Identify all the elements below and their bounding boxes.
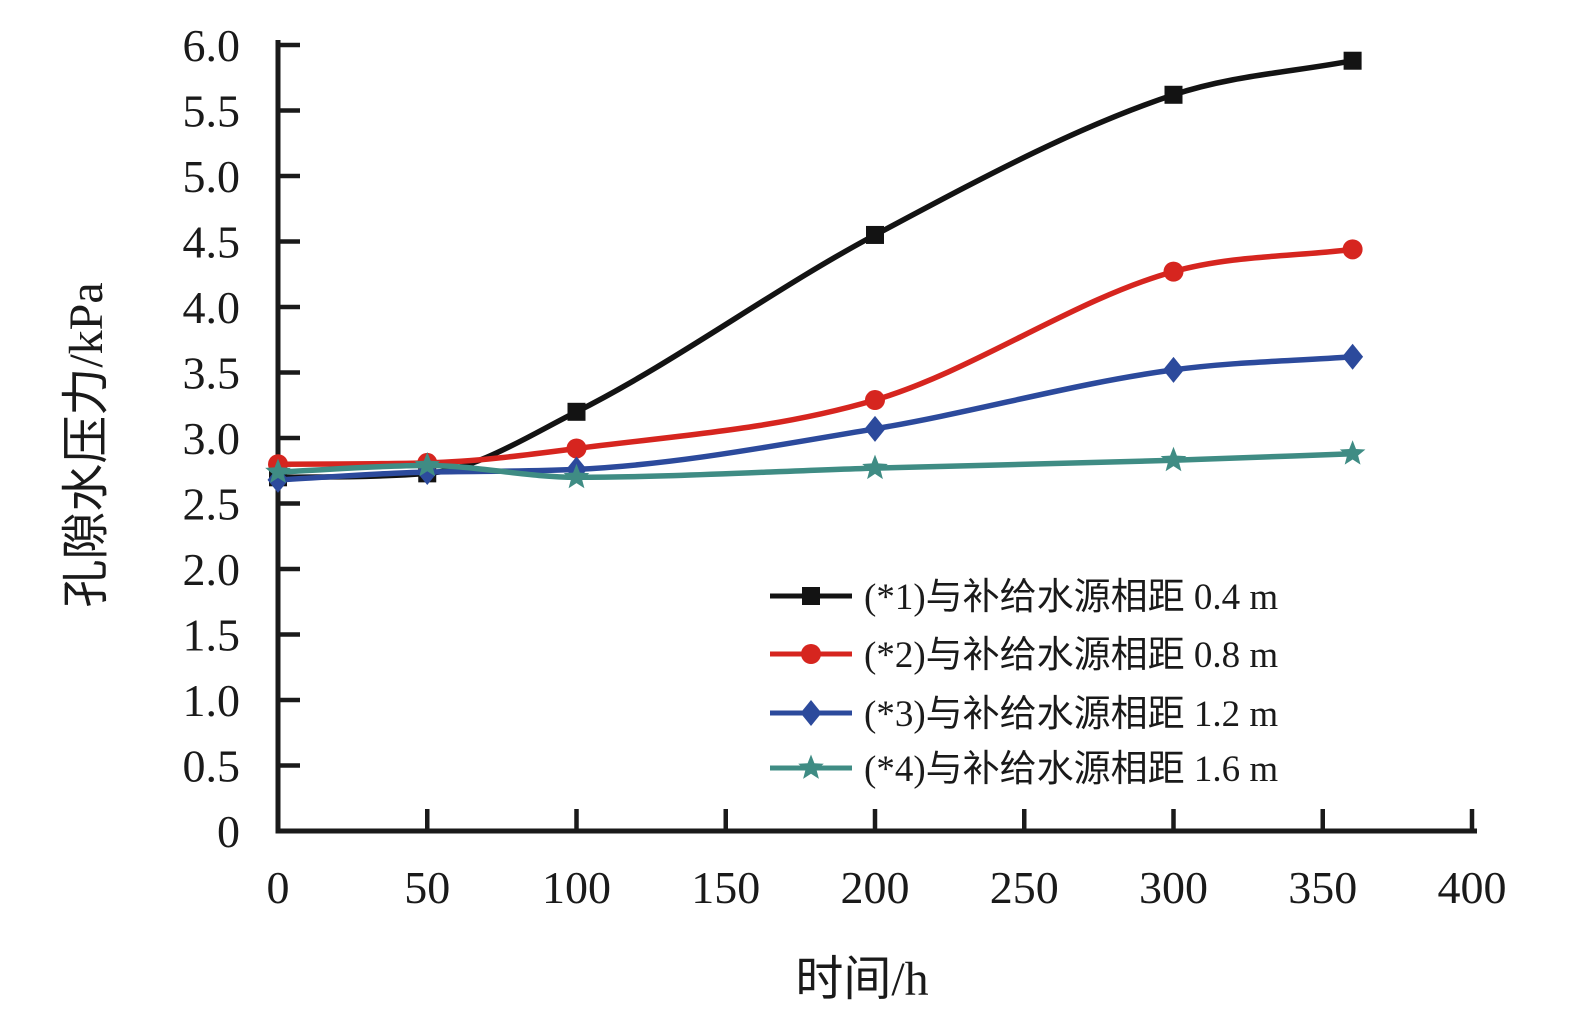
marker-square: [1343, 51, 1362, 70]
x-tick-label: 350: [1288, 862, 1357, 913]
y-tick-label: 5.0: [183, 151, 241, 202]
marker-diamond: [864, 415, 886, 442]
y-tick-label: 6.0: [183, 20, 241, 71]
x-tick-label: 0: [267, 862, 290, 913]
marker-circle: [1163, 261, 1184, 282]
marker-diamond: [1342, 343, 1364, 370]
y-tick-label: 1.5: [183, 610, 241, 661]
y-tick-label: 2.5: [183, 479, 241, 530]
marker-star: [563, 463, 590, 489]
y-tick-label: 4.0: [183, 282, 241, 333]
legend-label: (*1)与补给水源相距 0.4 m: [864, 577, 1278, 618]
marker-star: [1160, 446, 1187, 472]
legend-item: (*2)与补给水源相距 0.8 m: [770, 635, 1278, 676]
marker-square: [802, 587, 820, 605]
series-4: [265, 440, 1366, 489]
marker-star: [798, 754, 824, 779]
x-tick-label: 300: [1139, 862, 1208, 913]
series-1: [269, 51, 1362, 487]
marker-circle: [865, 390, 885, 411]
marker-circle: [566, 438, 587, 459]
y-tick-label: 0: [217, 806, 240, 857]
x-tick-label: 150: [691, 862, 760, 913]
marker-star: [1339, 440, 1366, 465]
y-tick-label: 3.5: [183, 348, 241, 399]
y-tick-label: 3.0: [183, 413, 241, 464]
marker-square: [1164, 85, 1183, 104]
x-tick-label: 400: [1438, 862, 1507, 913]
marker-square: [567, 402, 586, 421]
x-tick-label: 50: [404, 862, 450, 913]
axes: 0 0.5 1.0 1.5 2.0 2.5 3.0 3.5 4.0 4.5 5.0 5.5 6.0 0 50…: [183, 20, 1507, 913]
series-3: [267, 343, 1364, 493]
x-tick-label: 100: [542, 862, 611, 913]
legend: (*1)与补给水源相距 0.4 m (*2)与补给水源相距 0.8 m (*3)与补…: [770, 577, 1278, 790]
y-tick-label: 5.5: [183, 86, 241, 137]
legend-label: (*2)与补给水源相距 0.8 m: [864, 635, 1278, 676]
x-tick-label: 200: [841, 862, 910, 913]
marker-circle: [1342, 239, 1363, 260]
legend-item: (*1)与补给水源相距 0.4 m: [770, 577, 1278, 618]
legend-label: (*4)与补给水源相距 1.6 m: [864, 749, 1278, 790]
marker-diamond: [1163, 356, 1184, 383]
y-tick-label: 0.5: [183, 741, 241, 792]
y-tick-label: 1.0: [183, 675, 241, 726]
marker-diamond: [800, 700, 822, 726]
marker-circle: [801, 644, 821, 664]
marker-star: [265, 458, 291, 483]
series-group: [265, 51, 1366, 493]
x-axis-title: 时间/h: [795, 953, 928, 1006]
marker-star: [414, 452, 441, 477]
y-axis-title: 孔隙水压力/kPa: [60, 282, 113, 607]
legend-item: (*4)与补给水源相距 1.6 m: [770, 749, 1278, 790]
series-line-2: [275, 246, 1356, 467]
legend-item: (*3)与补给水源相距 1.2 m: [770, 694, 1278, 735]
marker-square: [866, 225, 884, 244]
legend-label: (*3)与补给水源相距 1.2 m: [864, 694, 1278, 735]
y-tick-label: 2.0: [183, 544, 241, 595]
x-tick-label: 250: [990, 862, 1059, 913]
y-tick-label: 4.5: [183, 217, 241, 268]
marker-star: [862, 454, 888, 480]
